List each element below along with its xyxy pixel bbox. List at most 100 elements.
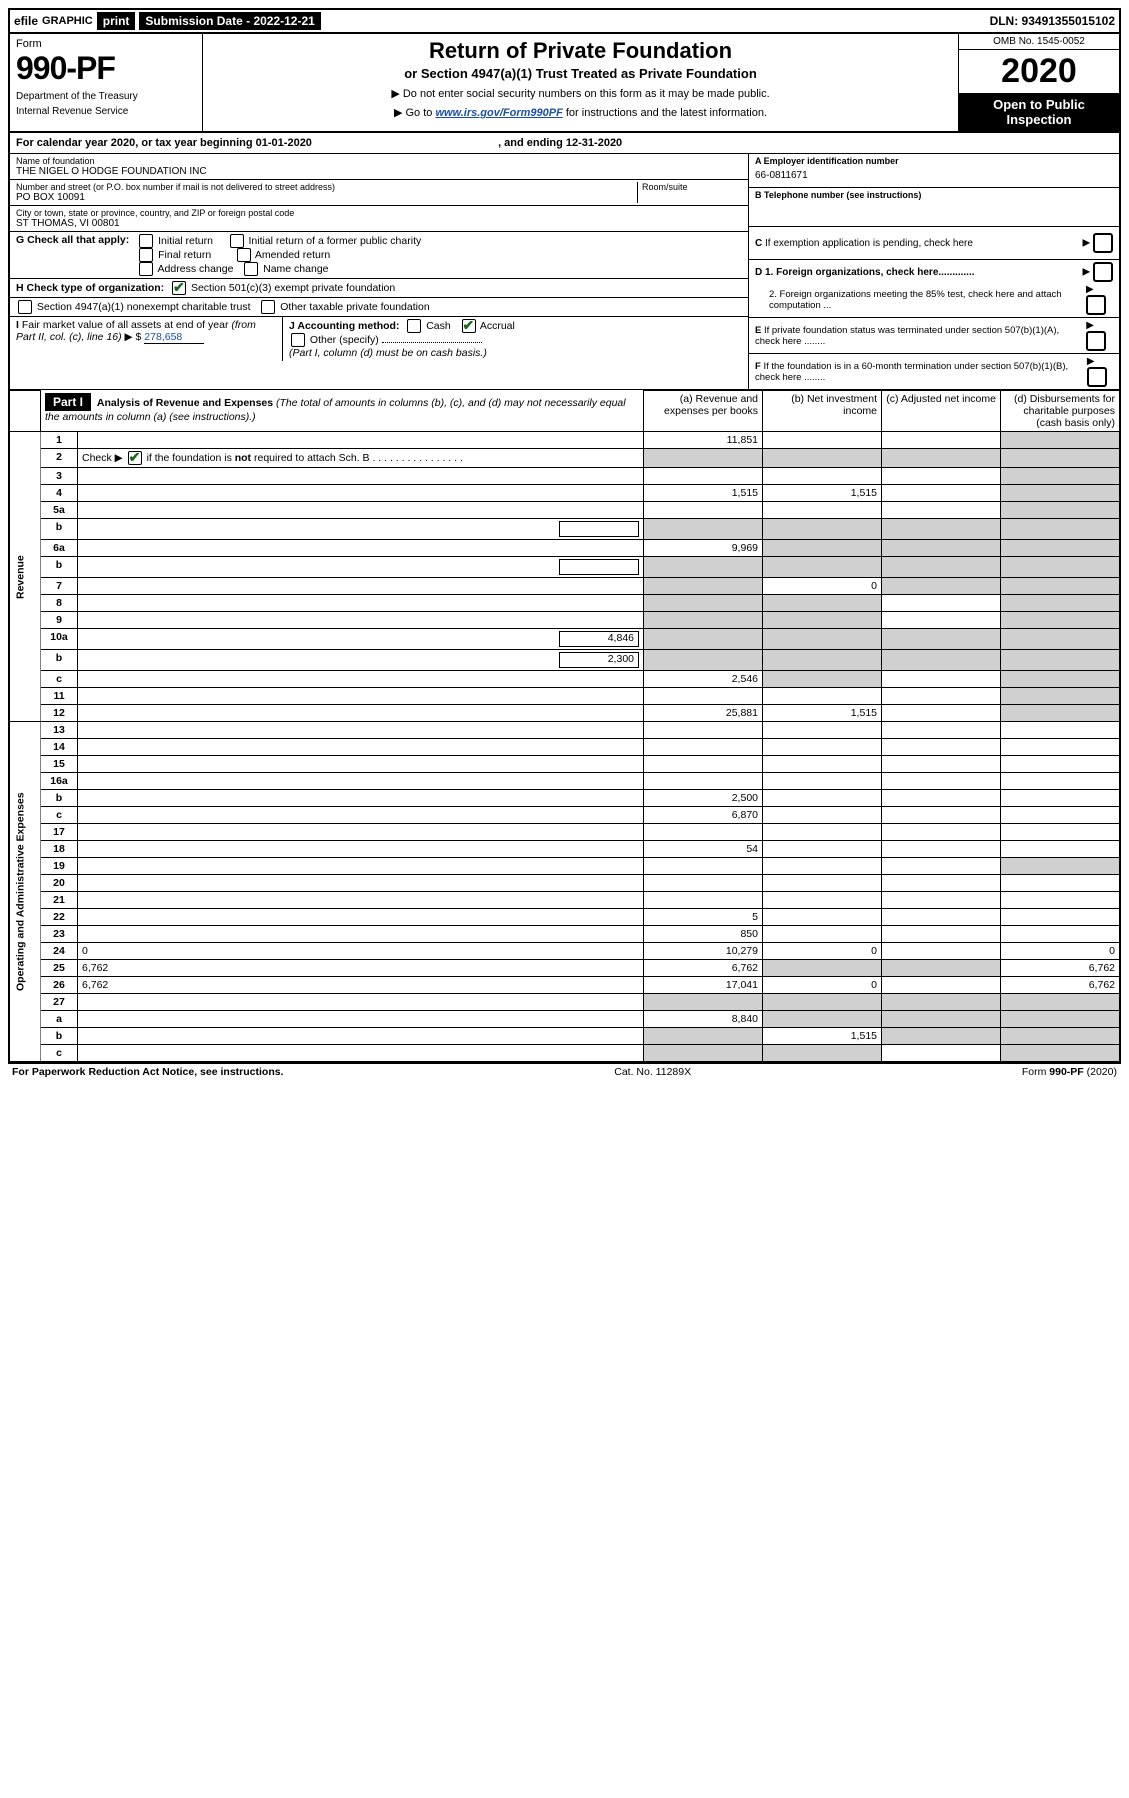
amount-col-c [882, 977, 1001, 994]
amount-col-d [1001, 824, 1120, 841]
amount-col-c [882, 432, 1001, 449]
amount-col-c [882, 994, 1001, 1011]
line-number: c [41, 1045, 78, 1062]
amount-col-a [644, 502, 763, 519]
amount-col-b [763, 519, 882, 540]
g-amended[interactable] [237, 248, 251, 262]
cal-mid: , and ending [498, 137, 566, 149]
amount-col-b [763, 688, 882, 705]
amount-col-d [1001, 722, 1120, 739]
amount-col-b [763, 468, 882, 485]
line-description [78, 739, 644, 756]
print-button[interactable]: print [97, 12, 136, 30]
g-name-change[interactable] [244, 262, 258, 276]
amount-col-b [763, 449, 882, 468]
amount-col-b [763, 790, 882, 807]
line-number: 25 [41, 960, 78, 977]
amount-col-a [644, 1045, 763, 1062]
footer-right: Form 990-PF (2020) [1022, 1066, 1117, 1078]
line-number: b [41, 790, 78, 807]
line-description [78, 688, 644, 705]
line-number: c [41, 807, 78, 824]
g-opt-4: Address change [158, 263, 234, 275]
amount-col-a [644, 629, 763, 650]
g-opt-3: Amended return [255, 249, 330, 261]
g-opt-1: Initial return of a former public charit… [249, 235, 422, 247]
amount-col-c [882, 468, 1001, 485]
amount-col-b [763, 502, 882, 519]
line-number: a [41, 1011, 78, 1028]
line-description [78, 557, 644, 578]
amount-col-d [1001, 909, 1120, 926]
calendar-year-line: For calendar year 2020, or tax year begi… [10, 133, 1119, 154]
amount-col-b [763, 1011, 882, 1028]
dept-irs: Internal Revenue Service [16, 106, 196, 117]
amount-col-a [644, 824, 763, 841]
line-description [78, 722, 644, 739]
amount-col-b [763, 432, 882, 449]
amount-col-c [882, 557, 1001, 578]
j-cash[interactable] [407, 319, 421, 333]
amount-col-b [763, 629, 882, 650]
g-final-return[interactable] [139, 248, 153, 262]
amount-col-c [882, 1028, 1001, 1045]
h-4947[interactable] [18, 300, 32, 314]
instr-link[interactable]: www.irs.gov/Form990PF [435, 107, 562, 119]
line-number: 4 [41, 485, 78, 502]
c-checkbox[interactable] [1093, 233, 1113, 253]
amount-col-b [763, 909, 882, 926]
col-b-header: (b) Net investment income [763, 391, 882, 432]
line-number: 7 [41, 578, 78, 595]
d1-checkbox[interactable] [1093, 262, 1113, 282]
h-other-taxable[interactable] [261, 300, 275, 314]
amount-col-d [1001, 578, 1120, 595]
amount-col-a [644, 449, 763, 468]
top-bar: efile GRAPHIC print Submission Date - 20… [10, 10, 1119, 34]
c-label: If exemption application is pending, che… [765, 238, 973, 249]
amount-col-d [1001, 671, 1120, 688]
g-initial-former[interactable] [230, 234, 244, 248]
line-number: 11 [41, 688, 78, 705]
line-description: 6,762 [78, 977, 644, 994]
instr-2: ▶ Go to www.irs.gov/Form990PF for instru… [213, 106, 948, 119]
amount-col-b [763, 841, 882, 858]
page-footer: For Paperwork Reduction Act Notice, see … [8, 1064, 1121, 1080]
amount-col-a: 8,840 [644, 1011, 763, 1028]
amount-col-d [1001, 1011, 1120, 1028]
amount-col-b [763, 773, 882, 790]
line-description [78, 756, 644, 773]
g-initial-return[interactable] [139, 234, 153, 248]
amount-col-c [882, 650, 1001, 671]
amount-col-b: 1,515 [763, 705, 882, 722]
h-501c3[interactable] [172, 281, 186, 295]
form-word: Form [16, 38, 196, 50]
amount-col-c [882, 1011, 1001, 1028]
dept-treasury: Department of the Treasury [16, 91, 196, 102]
j-accrual[interactable] [462, 319, 476, 333]
line-description [78, 926, 644, 943]
line-description [78, 468, 644, 485]
f-checkbox[interactable] [1087, 367, 1107, 387]
amount-col-b [763, 807, 882, 824]
amount-col-c [882, 629, 1001, 650]
g-address-change[interactable] [139, 262, 153, 276]
amount-col-d [1001, 519, 1120, 540]
amount-col-b [763, 722, 882, 739]
line-description: 0 [78, 943, 644, 960]
line-number: 9 [41, 612, 78, 629]
j-other[interactable] [291, 333, 305, 347]
amount-col-d: 6,762 [1001, 960, 1120, 977]
amount-col-d [1001, 790, 1120, 807]
e-label: If private foundation status was termina… [755, 325, 1059, 347]
e-checkbox[interactable] [1086, 331, 1106, 351]
amount-col-d [1001, 502, 1120, 519]
line-description [78, 1011, 644, 1028]
line-description [78, 519, 644, 540]
amount-col-d [1001, 1045, 1120, 1062]
ein-label: A Employer identification number [755, 156, 899, 166]
d2-checkbox[interactable] [1086, 295, 1106, 315]
amount-col-a [644, 468, 763, 485]
schb-checkbox[interactable] [128, 451, 142, 465]
instr-2-post: for instructions and the latest informat… [563, 107, 767, 119]
amount-col-b [763, 612, 882, 629]
